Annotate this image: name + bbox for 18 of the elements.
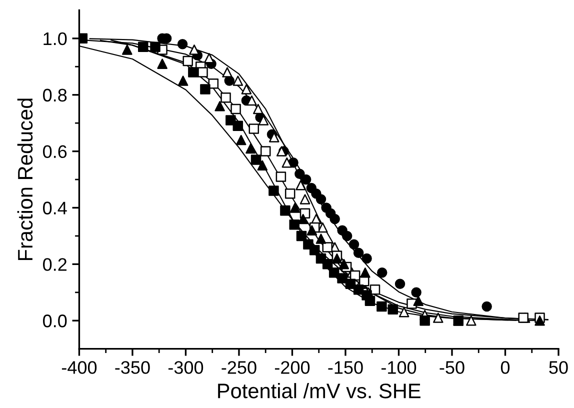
x-tick-label: -400 bbox=[62, 361, 97, 374]
y-tick-label: 0.2 bbox=[43, 258, 66, 271]
x-tick-label: -50 bbox=[440, 361, 464, 374]
y-tick-label: 0.6 bbox=[43, 145, 67, 158]
y-tick-label: 0.8 bbox=[43, 88, 67, 102]
x-tick-label: -150 bbox=[328, 361, 363, 374]
x-tick-label: 0 bbox=[500, 361, 510, 374]
y-axis-title: Fraction Reduced bbox=[17, 98, 33, 260]
x-tick-label: 50 bbox=[549, 361, 568, 374]
y-tick-label: 1.0 bbox=[44, 32, 67, 46]
x-tick-label: -200 bbox=[274, 361, 310, 374]
y-tick-label: 0.0 bbox=[43, 314, 67, 328]
x-tick-label: -250 bbox=[222, 361, 256, 374]
x-tick-label: -100 bbox=[381, 361, 416, 374]
x-tick-label: -350 bbox=[115, 361, 150, 374]
x-axis-title: Potential /mV vs. SHE bbox=[218, 383, 420, 398]
x-tick-label: -300 bbox=[168, 361, 204, 374]
y-tick-label: 0.4 bbox=[43, 202, 67, 214]
